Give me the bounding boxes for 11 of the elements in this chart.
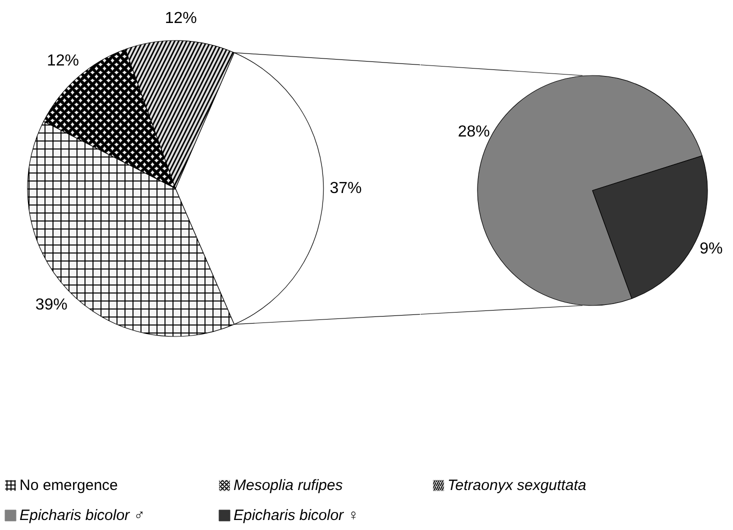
- data-label: 37%: [330, 180, 362, 197]
- legend-label: No emergence: [20, 477, 118, 494]
- legend-label: Epicharis bicolor ♀: [234, 507, 359, 524]
- data-label: 39%: [35, 296, 68, 314]
- legend-label: Tetraonyx sexguttata: [448, 477, 586, 494]
- data-label: 28%: [458, 124, 490, 141]
- legend-label: Epicharis bicolor ♂: [20, 507, 145, 524]
- data-label: 12%: [164, 10, 197, 27]
- data-label: 9%: [700, 240, 723, 258]
- data-label: 12%: [46, 52, 79, 70]
- legend-label: Mesoplia rufipes: [234, 477, 344, 494]
